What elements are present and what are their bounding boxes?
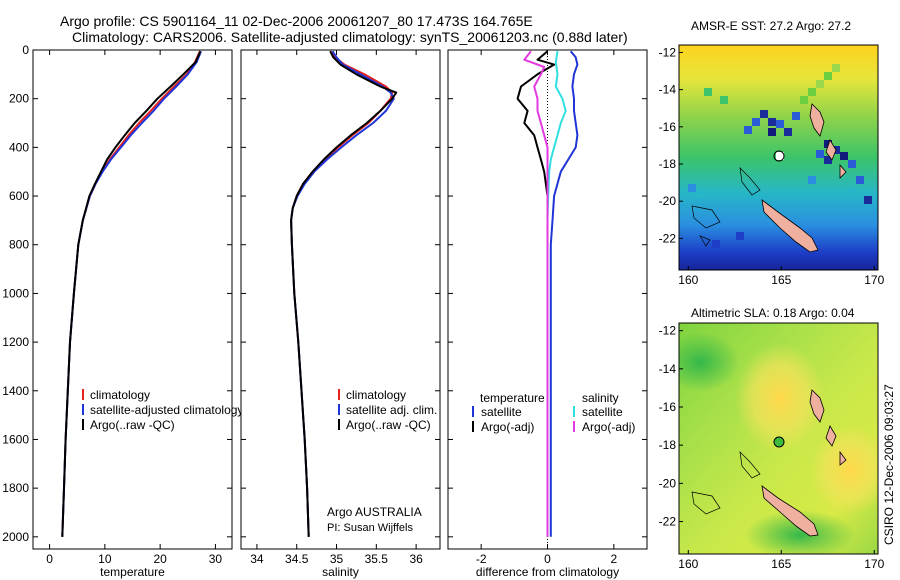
temperature-legend-label: satellite-adjusted climatology (90, 403, 243, 417)
depth-tick-label: 1800 (2, 481, 29, 495)
sla_map-y-tick-label: -14 (659, 362, 677, 376)
sst-pixel (848, 160, 856, 168)
temperature-x-axis-label: temperature (100, 565, 165, 579)
sla_map-x-tick-label: 165 (771, 557, 791, 571)
sst-pixel (768, 128, 776, 136)
depth-tick-label: 200 (9, 92, 29, 106)
salinity-annotation-program: Argo AUSTRALIA (327, 505, 422, 519)
sst-pixel (848, 188, 856, 196)
difference-legend-salinity-header: salinity (582, 391, 619, 405)
sst-pixel (864, 196, 872, 204)
sst-pixel (808, 88, 816, 96)
depth-tick-label: 400 (9, 140, 29, 154)
sst-pixel (816, 150, 824, 158)
sla_map-x-tick-label: 170 (864, 557, 884, 571)
salinity-x-tick-label: 34 (250, 552, 264, 566)
temperature-x-tick-label: 30 (209, 552, 223, 566)
sst-pixel (744, 126, 752, 134)
sst_map-y-tick-label: -20 (659, 194, 677, 208)
sst-pixel (720, 96, 728, 104)
depth-tick-label: 2000 (2, 530, 29, 544)
sst-pixel (704, 88, 712, 96)
temperature-x-tick-label: 0 (46, 552, 53, 566)
difference-x-axis-label: difference from climatology (476, 565, 619, 579)
sst-map-title: AMSR-E SST: 27.2 Argo: 27.2 (691, 19, 851, 33)
salinity-x-tick-label: 35 (330, 552, 344, 566)
depth-tick-label: 1200 (2, 335, 29, 349)
salinity-x-tick-label: 35.5 (365, 552, 389, 566)
figure-title-line2: Climatology: CARS2006. Satellite-adjuste… (72, 29, 628, 45)
temperature-legend-label: Argo(..raw -QC) (90, 418, 175, 432)
sst-pixel (840, 152, 848, 160)
sst-pixel (760, 110, 768, 118)
sla_map-y-tick-label: -22 (659, 515, 677, 529)
sla_map-x-tick-label: 160 (678, 557, 698, 571)
difference-x-tick-label: -2 (476, 552, 487, 566)
sst-pixel (792, 112, 800, 120)
sst-pixel (696, 190, 704, 198)
sst-pixel (856, 176, 864, 184)
sst-pixel (736, 232, 744, 240)
sla_map-y-tick-label: -18 (659, 438, 677, 452)
depth-tick-label: 800 (9, 238, 29, 252)
difference-legend-label: satellite (582, 405, 623, 419)
sst-pixel (784, 128, 792, 136)
salinity-panel: 34 34.5 35 35.5 36 salinity climatologysatelli… (241, 50, 440, 579)
salinity-legend-label: Argo(..raw -QC) (346, 418, 431, 432)
difference-x-tick-label: 0 (544, 552, 551, 566)
sst-pixel (808, 176, 816, 184)
sla-float-marker (774, 437, 784, 447)
difference-x-tick-label: 2 (610, 552, 617, 566)
sst_map-y-tick-label: -22 (659, 231, 677, 245)
temperature-x-tick-label: 10 (98, 552, 112, 566)
sst_map-y-tick-label: -14 (659, 83, 677, 97)
difference-legend-temperature-header: temperature (480, 391, 545, 405)
footer-credit: CSIRO 12-Dec-2006 09:03:27 (882, 384, 896, 545)
sla-map-title: Altimetric SLA: 0.18 Argo: 0.04 (691, 306, 855, 320)
sst_map-x-tick-label: 160 (678, 273, 698, 287)
sst_map-y-tick-label: -12 (659, 45, 677, 59)
sst-pixel (752, 118, 760, 126)
temperature-x-tick-label: 20 (153, 552, 167, 566)
salinity-legend-label: climatology (346, 388, 406, 402)
figure: Argo profile: CS 5901164_11 02-Dec-2006 … (0, 0, 900, 580)
sst-map: AMSR-E SST: 27.2 Argo: 27.2 160 165 170 -12… (659, 19, 885, 287)
depth-tick-label: 1400 (2, 384, 29, 398)
figure-title-line1: Argo profile: CS 5901164_11 02-Dec-2006 … (60, 13, 533, 29)
salinity-x-tick-label: 36 (409, 552, 423, 566)
salinity-x-tick-label: 34.5 (285, 552, 309, 566)
difference-legend-label: Argo(-adj) (481, 420, 534, 434)
depth-tick-label: 1600 (2, 432, 29, 446)
sla-map: Altimetric SLA: 0.18 Argo: 0.04 160 165 17… (659, 306, 890, 571)
difference-legend-label: Argo(-adj) (582, 420, 635, 434)
sst_map-x-tick-label: 165 (771, 273, 791, 287)
sst-pixel (776, 120, 784, 128)
salinity-plot-frame (241, 50, 440, 549)
sst-pixel (824, 72, 832, 80)
sst-pixel (816, 80, 824, 88)
sla_map-y-tick-label: -12 (659, 324, 677, 338)
sst-pixel (712, 240, 720, 248)
temperature-legend-label: climatology (90, 388, 150, 402)
temperature-panel: 0 10 20 30 0 200 400 600 800 1000 1200 1400 1600 1800… (2, 43, 243, 579)
sst-pixel (832, 64, 840, 72)
sla_map-y-tick-label: -16 (659, 400, 677, 414)
sst_map-x-tick-label: 170 (864, 273, 884, 287)
depth-tick-label: 0 (22, 43, 29, 57)
salinity-legend-label: satellite adj. clim. (346, 403, 437, 417)
depth-tick-label: 1000 (2, 286, 29, 300)
difference-legend-label: satellite (481, 405, 522, 419)
sst_map-y-tick-label: -16 (659, 120, 677, 134)
salinity-x-axis-label: salinity (322, 565, 359, 579)
sla_map-y-tick-label: -20 (659, 476, 677, 490)
sst-pixel (688, 184, 696, 192)
salinity-annotation-pi: PI: Susan Wijffels (327, 522, 413, 534)
sst_map-y-tick-label: -18 (659, 157, 677, 171)
sst-pixel (768, 118, 776, 126)
depth-tick-label: 600 (9, 189, 29, 203)
sst-pixel (800, 96, 808, 104)
